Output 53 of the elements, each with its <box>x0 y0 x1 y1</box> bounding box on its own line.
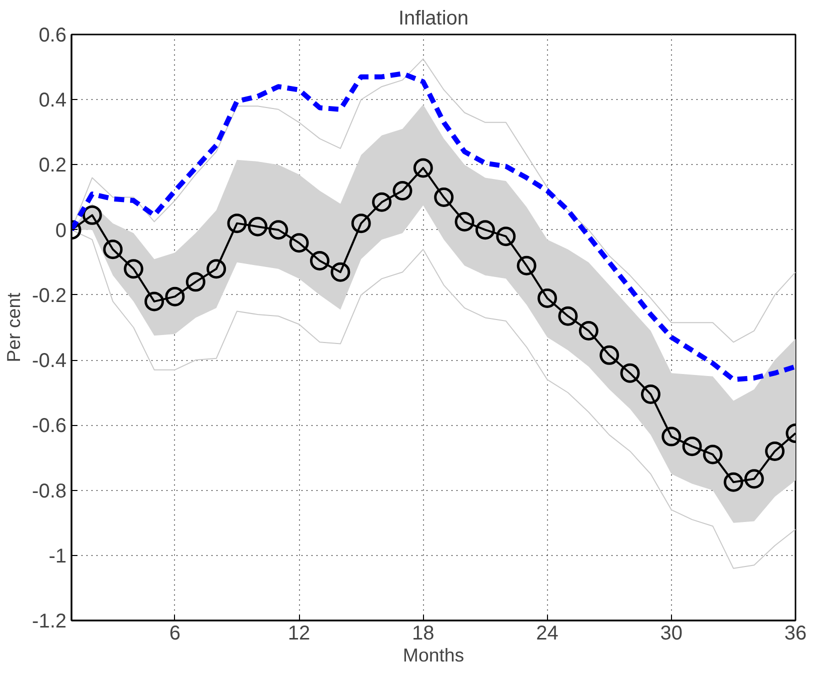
point <box>330 262 350 282</box>
y-tick-label: -1.2 <box>32 610 67 632</box>
point <box>765 441 785 461</box>
x-tick-label: 12 <box>288 622 310 644</box>
y-tick-label: -0.6 <box>32 415 67 438</box>
point <box>351 214 371 234</box>
point <box>227 214 247 234</box>
point <box>516 256 536 276</box>
point <box>372 192 392 212</box>
point <box>413 158 433 178</box>
y-tick-label: -0.2 <box>32 284 67 307</box>
y-axis-title: Per cent <box>3 292 24 362</box>
point <box>744 469 764 489</box>
point <box>496 226 516 246</box>
point <box>454 212 474 232</box>
point <box>682 436 702 456</box>
point <box>703 444 723 464</box>
x-tick-label: 6 <box>169 622 180 644</box>
y-tick-label: 0.6 <box>38 24 67 46</box>
point <box>124 259 144 279</box>
point <box>289 233 309 253</box>
y-tick-label: 0.2 <box>38 154 67 177</box>
point <box>248 216 268 236</box>
y-tick-label: -1 <box>48 545 67 568</box>
point <box>310 251 330 270</box>
point <box>186 272 206 292</box>
point <box>475 220 495 240</box>
x-tick-label: 30 <box>660 622 683 644</box>
point <box>724 472 744 492</box>
point <box>640 384 660 404</box>
point <box>600 345 620 365</box>
point <box>268 220 288 240</box>
point <box>206 259 226 279</box>
point <box>144 292 164 312</box>
point <box>578 321 598 340</box>
x-axis-title: Months <box>402 644 464 666</box>
point <box>434 188 454 208</box>
point <box>165 286 185 306</box>
point <box>662 426 682 446</box>
x-tick-label: 36 <box>784 622 807 644</box>
point <box>82 205 102 225</box>
point <box>620 363 640 383</box>
chart-title: Inflation <box>398 8 469 30</box>
point <box>392 181 412 200</box>
y-tick-label: -0.4 <box>32 350 67 372</box>
x-tick-label: 18 <box>412 622 434 644</box>
point <box>538 288 558 308</box>
y-tick-label: 0 <box>55 220 66 242</box>
x-tick-label: 24 <box>536 622 558 644</box>
y-tick-label: -0.8 <box>32 480 67 502</box>
point <box>558 306 578 326</box>
point <box>103 240 123 260</box>
y-tick-label: 0.4 <box>38 90 67 112</box>
